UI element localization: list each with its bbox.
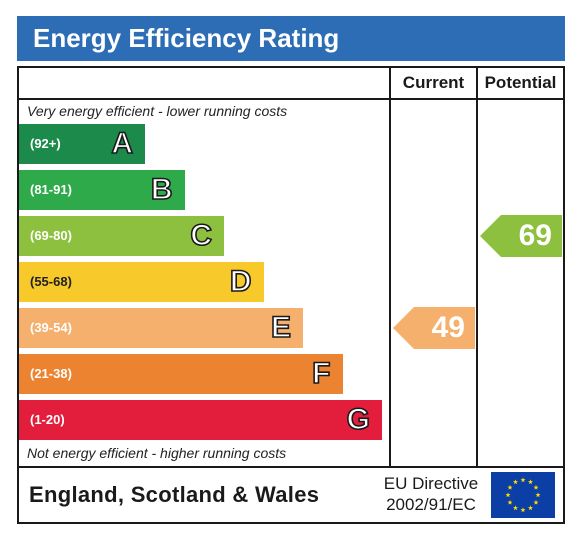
current-rating-value: 49 [431, 311, 465, 344]
potential-rating-arrow: 69 [480, 215, 562, 257]
band-g-range: (1-20) [30, 412, 65, 427]
band-e-letter: E [270, 310, 292, 345]
band-d-range: (55-68) [30, 274, 72, 289]
region-label: England, Scotland & Wales [29, 482, 320, 507]
eu-star-icon [528, 479, 533, 485]
bottom-note: Not energy efficient - higher running co… [27, 445, 287, 461]
band-f-letter: F [311, 356, 331, 391]
chart-title: Energy Efficiency Rating [17, 16, 565, 61]
band-f-range: (21-38) [30, 366, 72, 381]
band-b: (81-91) B [19, 170, 185, 210]
current-rating-arrow: 49 [393, 307, 475, 349]
header-divider [19, 98, 563, 100]
band-g: (1-20) G [19, 400, 382, 440]
band-c-range: (69-80) [30, 228, 72, 243]
eu-star-icon [520, 477, 526, 483]
band-e: (39-54) E [19, 308, 303, 348]
band-f: (21-38) F [19, 354, 343, 394]
band-a-letter: A [111, 126, 134, 161]
band-d-letter: D [229, 264, 252, 299]
potential-column-divider [476, 68, 478, 468]
eu-star-icon [533, 484, 539, 490]
eu-star-icon [535, 492, 541, 498]
eu-star-icon [520, 507, 526, 513]
current-column-header: Current [402, 73, 465, 92]
band-a-range: (92+) [30, 136, 61, 151]
band-b-range: (81-91) [30, 182, 72, 197]
eu-flag-icon [491, 472, 555, 518]
band-d: (55-68) D [19, 262, 264, 302]
band-a: (92+) A [19, 124, 145, 164]
eu-directive-line1: EU Directive [383, 474, 479, 493]
current-column-divider [389, 68, 391, 468]
eu-star-icon [507, 499, 513, 505]
eu-star-icon [533, 499, 539, 505]
band-c: (69-80) C [19, 216, 224, 256]
eu-star-icon [513, 479, 518, 485]
potential-column-header: Potential [484, 73, 557, 92]
band-c-letter: C [190, 218, 213, 253]
eu-star-icon [507, 484, 513, 490]
eu-star-icon [528, 505, 533, 511]
top-note: Very energy efficient - lower running co… [27, 103, 288, 119]
eu-directive-line2: 2002/91/EC [386, 495, 476, 514]
eu-star-icon [505, 492, 511, 498]
rating-table: Current Potential Very energy efficient … [17, 66, 565, 524]
band-e-range: (39-54) [30, 320, 72, 335]
eu-directive: EU Directive 2002/91/EC [375, 473, 487, 515]
band-b-letter: B [150, 172, 173, 207]
eu-star-icon [513, 505, 518, 511]
footer-divider [19, 466, 563, 468]
potential-rating-value: 69 [518, 219, 552, 252]
band-g-letter: G [346, 402, 371, 437]
eu-stars [505, 477, 541, 513]
